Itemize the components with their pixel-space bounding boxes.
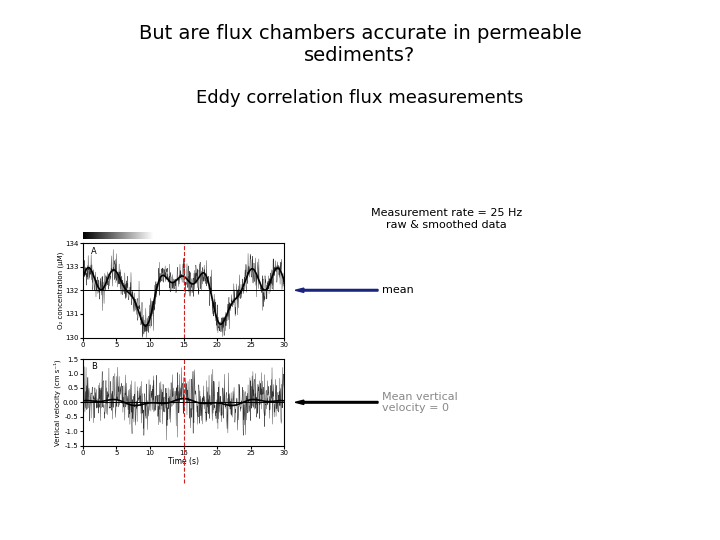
Text: A: A <box>91 247 96 256</box>
Text: mean: mean <box>382 285 413 295</box>
Text: Mean vertical
velocity = 0: Mean vertical velocity = 0 <box>382 392 457 413</box>
Text: B: B <box>91 362 96 372</box>
Y-axis label: O₂ concentration (µM): O₂ concentration (µM) <box>58 252 64 329</box>
Text: Eddy correlation flux measurements: Eddy correlation flux measurements <box>197 89 523 107</box>
Text: But are flux chambers accurate in permeable
sediments?: But are flux chambers accurate in permea… <box>139 24 581 65</box>
Text: Measurement rate = 25 Hz
raw & smoothed data: Measurement rate = 25 Hz raw & smoothed … <box>371 208 522 230</box>
X-axis label: Time (s): Time (s) <box>168 457 199 466</box>
Y-axis label: Vertical velocity (cm s⁻¹): Vertical velocity (cm s⁻¹) <box>54 359 61 446</box>
